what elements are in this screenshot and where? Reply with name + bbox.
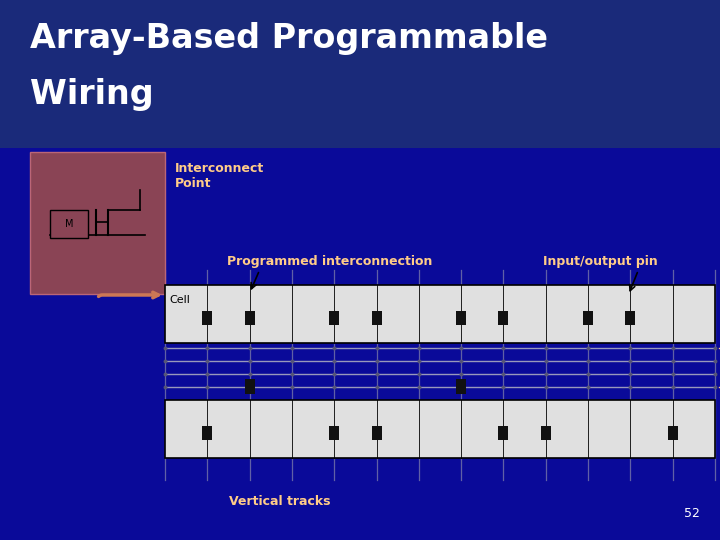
- Text: Array-Based Programmable: Array-Based Programmable: [30, 22, 548, 55]
- Bar: [372, 426, 382, 440]
- Bar: [245, 379, 255, 394]
- Bar: [245, 311, 255, 325]
- Bar: [626, 311, 635, 325]
- Text: Interconnect
Point: Interconnect Point: [175, 162, 264, 190]
- Text: Wiring: Wiring: [30, 78, 153, 111]
- Text: 52: 52: [684, 507, 700, 520]
- Text: Input/output pin: Input/output pin: [543, 255, 657, 268]
- Bar: [329, 426, 339, 440]
- Text: Programmed interconnection: Programmed interconnection: [228, 255, 433, 268]
- Text: Cell: Cell: [169, 295, 190, 305]
- Bar: [498, 311, 508, 325]
- Bar: [50, 210, 88, 238]
- Bar: [456, 311, 466, 325]
- Bar: [202, 311, 212, 325]
- Bar: [0, 0, 720, 148]
- Bar: [667, 426, 678, 440]
- Text: Vertical tracks: Vertical tracks: [229, 495, 330, 508]
- Bar: [372, 311, 382, 325]
- Bar: [165, 285, 715, 343]
- Bar: [30, 152, 165, 294]
- Bar: [541, 426, 551, 440]
- Text: M: M: [65, 219, 73, 229]
- Bar: [329, 311, 339, 325]
- Bar: [583, 311, 593, 325]
- Bar: [202, 426, 212, 440]
- Bar: [165, 400, 715, 458]
- Bar: [456, 379, 466, 394]
- Bar: [498, 426, 508, 440]
